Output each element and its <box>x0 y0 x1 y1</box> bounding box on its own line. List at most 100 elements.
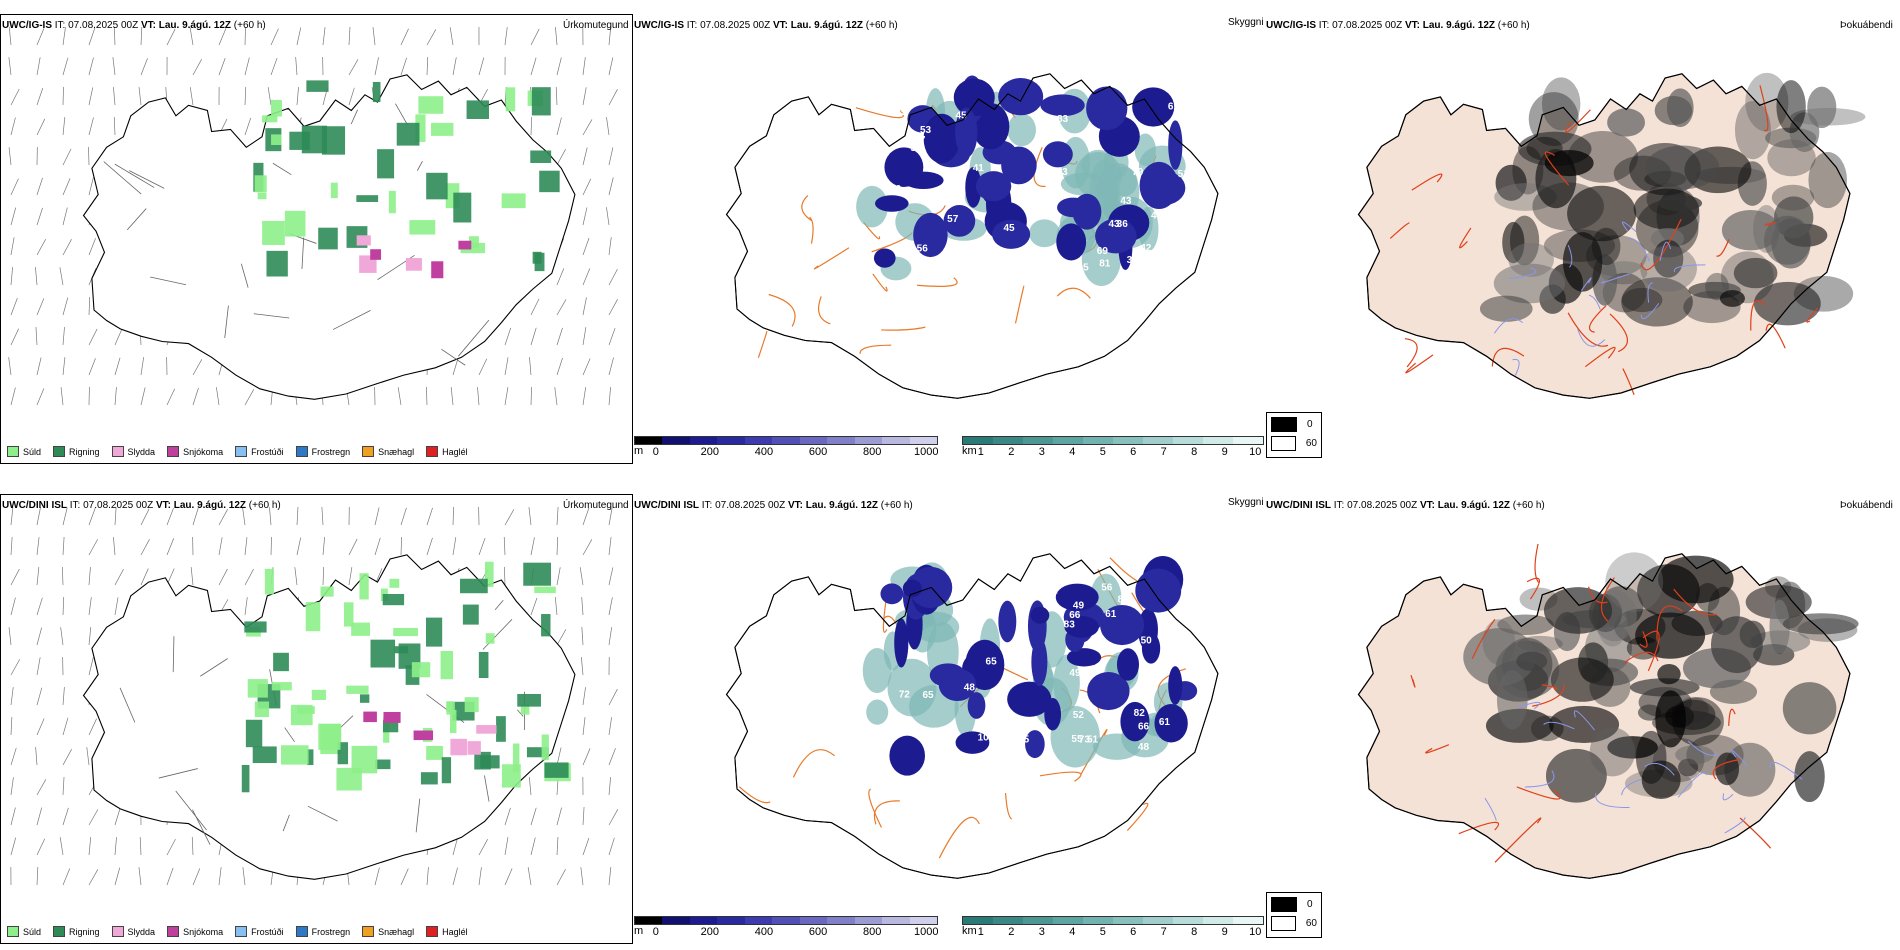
wind-barb <box>36 687 43 706</box>
road-line <box>126 208 147 231</box>
colorbar-step <box>854 917 883 924</box>
wind-barb <box>36 177 43 196</box>
wind-barb <box>556 117 562 136</box>
ceiling-value-label: 48 <box>1138 742 1150 753</box>
wind-barb <box>478 867 482 886</box>
wind-barb <box>556 537 559 556</box>
road-line <box>1541 684 1558 690</box>
legend-label: Haglél <box>442 446 468 457</box>
colorbar-tick-label: 200 <box>700 926 720 938</box>
road-line <box>1491 347 1525 367</box>
wind-barb <box>10 537 13 556</box>
ceiling-area <box>884 147 924 188</box>
colorbar-tick-label: 10 <box>1249 446 1262 458</box>
precip-cell <box>254 701 270 718</box>
wind-barb <box>322 566 324 586</box>
wind-barb <box>112 57 116 76</box>
fog-legend-row: 60 <box>1271 916 1317 931</box>
river-line <box>1588 294 1601 310</box>
wind-barb <box>36 567 40 586</box>
ceiling-value-label: 101 <box>1041 586 1058 597</box>
ceiling-area <box>1044 697 1062 731</box>
precip-cell <box>280 745 309 765</box>
ceiling-visibility-map-row2: 82 51 66 61 80 65 44 36 83 48 10 55 56 65 101 48 63 73 88 2… <box>634 494 1266 944</box>
road-line <box>881 326 926 331</box>
precip-cell <box>520 704 530 715</box>
wind-barb <box>244 568 254 586</box>
wind-barb <box>36 537 40 556</box>
precip-cell <box>496 716 506 742</box>
ceiling-area <box>1066 648 1102 667</box>
precip-cell <box>462 604 479 625</box>
fog-patch <box>1508 242 1554 277</box>
wind-barb <box>582 327 587 346</box>
road-line <box>917 277 958 287</box>
ceiling-area <box>1168 120 1183 170</box>
colorbar-tick-label: 4 <box>1069 446 1076 458</box>
road-line <box>872 273 888 292</box>
wind-barb <box>582 507 590 526</box>
precip-legend-row2: Súld Rigning Slydda Snjókoma Frostúði Frostre… <box>7 926 468 937</box>
wind-barb <box>192 387 199 406</box>
fog-legend-row1: 0 60 <box>1266 412 1322 458</box>
wind-barb <box>62 507 68 526</box>
precip-cell <box>393 627 418 637</box>
colorbar-step <box>635 917 663 924</box>
colorbar-tick-label: 800 <box>862 446 882 458</box>
road-line <box>801 195 813 222</box>
wind-barb <box>556 629 567 646</box>
legend-swatch <box>167 926 180 937</box>
colorbar-tick-label: 7 <box>1160 446 1167 458</box>
wind-barb <box>606 117 610 136</box>
ceiling-value-label: 58 <box>910 143 922 154</box>
fog-legend-swatch <box>1271 897 1297 912</box>
wind-barb <box>580 657 584 676</box>
visibility-area <box>862 648 892 694</box>
road-line <box>1405 354 1434 374</box>
wind-barb <box>527 867 532 886</box>
legend-swatch <box>362 926 375 937</box>
colorbar-step <box>993 917 1023 924</box>
ceiling-area <box>965 639 1005 691</box>
precip-cell <box>290 704 313 726</box>
road-line <box>813 247 850 270</box>
ceiling-value-label: 43 <box>1120 196 1132 207</box>
river-line <box>1595 793 1630 809</box>
wind-barb <box>556 807 562 826</box>
visibility-area <box>1092 733 1141 760</box>
precip-cell <box>466 100 489 119</box>
road-line <box>1532 684 1566 707</box>
fog-legend-row2: 0 60 <box>1266 892 1322 938</box>
header-row2-vis: UWC/DINI ISL IT: 07.08.2025 00Z VT: Lau.… <box>634 500 913 511</box>
wind-barb <box>397 387 402 406</box>
ceiling-area <box>913 212 948 258</box>
fog-patch <box>1776 80 1806 134</box>
wind-barb <box>10 687 14 706</box>
snow-cell <box>383 711 401 723</box>
road-line <box>1471 618 1496 659</box>
wind-barb <box>140 357 145 376</box>
wind-barb <box>374 57 379 76</box>
colorbar-unit: m <box>634 445 644 457</box>
ceiling-value-label: 44 <box>976 602 988 613</box>
wind-barb <box>582 717 586 736</box>
fog-patch <box>1658 195 1703 212</box>
visibility-colorbar-row1: 1 2 3 4 5 6 7 8 9 10 km <box>962 436 1264 458</box>
ceiling-value-label: 51 <box>954 596 966 607</box>
wind-barb <box>608 748 616 766</box>
wind-barb <box>608 88 618 106</box>
map-svg <box>8 506 619 886</box>
colorbar-step <box>827 437 855 444</box>
wind-barb <box>36 118 46 136</box>
wind-barb <box>62 27 66 46</box>
road-line <box>1623 651 1659 664</box>
wind-barb <box>36 657 41 676</box>
wind-barb <box>62 327 65 346</box>
colorbar-tick-label: 400 <box>754 926 774 938</box>
precip-cell <box>311 689 326 700</box>
road-line <box>1544 151 1570 186</box>
ceiling-value-label: 40 <box>890 184 902 195</box>
panel-title-row1-vis: Skyggni <box>1228 17 1264 28</box>
legend-label: Frostregn <box>311 446 351 457</box>
wind-barb <box>582 539 593 556</box>
